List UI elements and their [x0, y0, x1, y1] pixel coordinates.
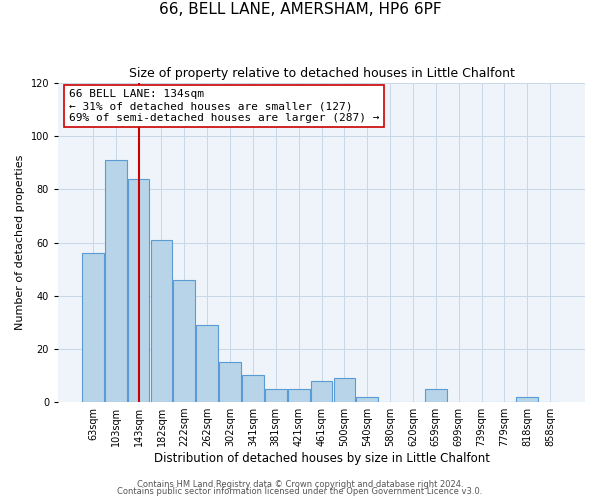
Bar [82, 253, 104, 402]
Y-axis label: Number of detached properties: Number of detached properties [15, 155, 25, 330]
Bar [311, 381, 332, 402]
Text: Contains HM Land Registry data © Crown copyright and database right 2024.: Contains HM Land Registry data © Crown c… [137, 480, 463, 489]
Bar [356, 397, 378, 402]
Bar [105, 160, 127, 402]
Text: Contains public sector information licensed under the Open Government Licence v3: Contains public sector information licen… [118, 487, 482, 496]
Bar [173, 280, 195, 402]
Bar [242, 376, 264, 402]
Bar [517, 397, 538, 402]
Bar [265, 389, 287, 402]
Bar [128, 179, 149, 402]
Text: 66, BELL LANE, AMERSHAM, HP6 6PF: 66, BELL LANE, AMERSHAM, HP6 6PF [158, 2, 442, 18]
Text: 66 BELL LANE: 134sqm
← 31% of detached houses are smaller (127)
69% of semi-deta: 66 BELL LANE: 134sqm ← 31% of detached h… [68, 90, 379, 122]
Bar [334, 378, 355, 402]
Title: Size of property relative to detached houses in Little Chalfont: Size of property relative to detached ho… [128, 68, 514, 80]
Bar [219, 362, 241, 402]
Bar [151, 240, 172, 402]
X-axis label: Distribution of detached houses by size in Little Chalfont: Distribution of detached houses by size … [154, 452, 490, 465]
Bar [425, 389, 447, 402]
Bar [288, 389, 310, 402]
Bar [196, 325, 218, 402]
